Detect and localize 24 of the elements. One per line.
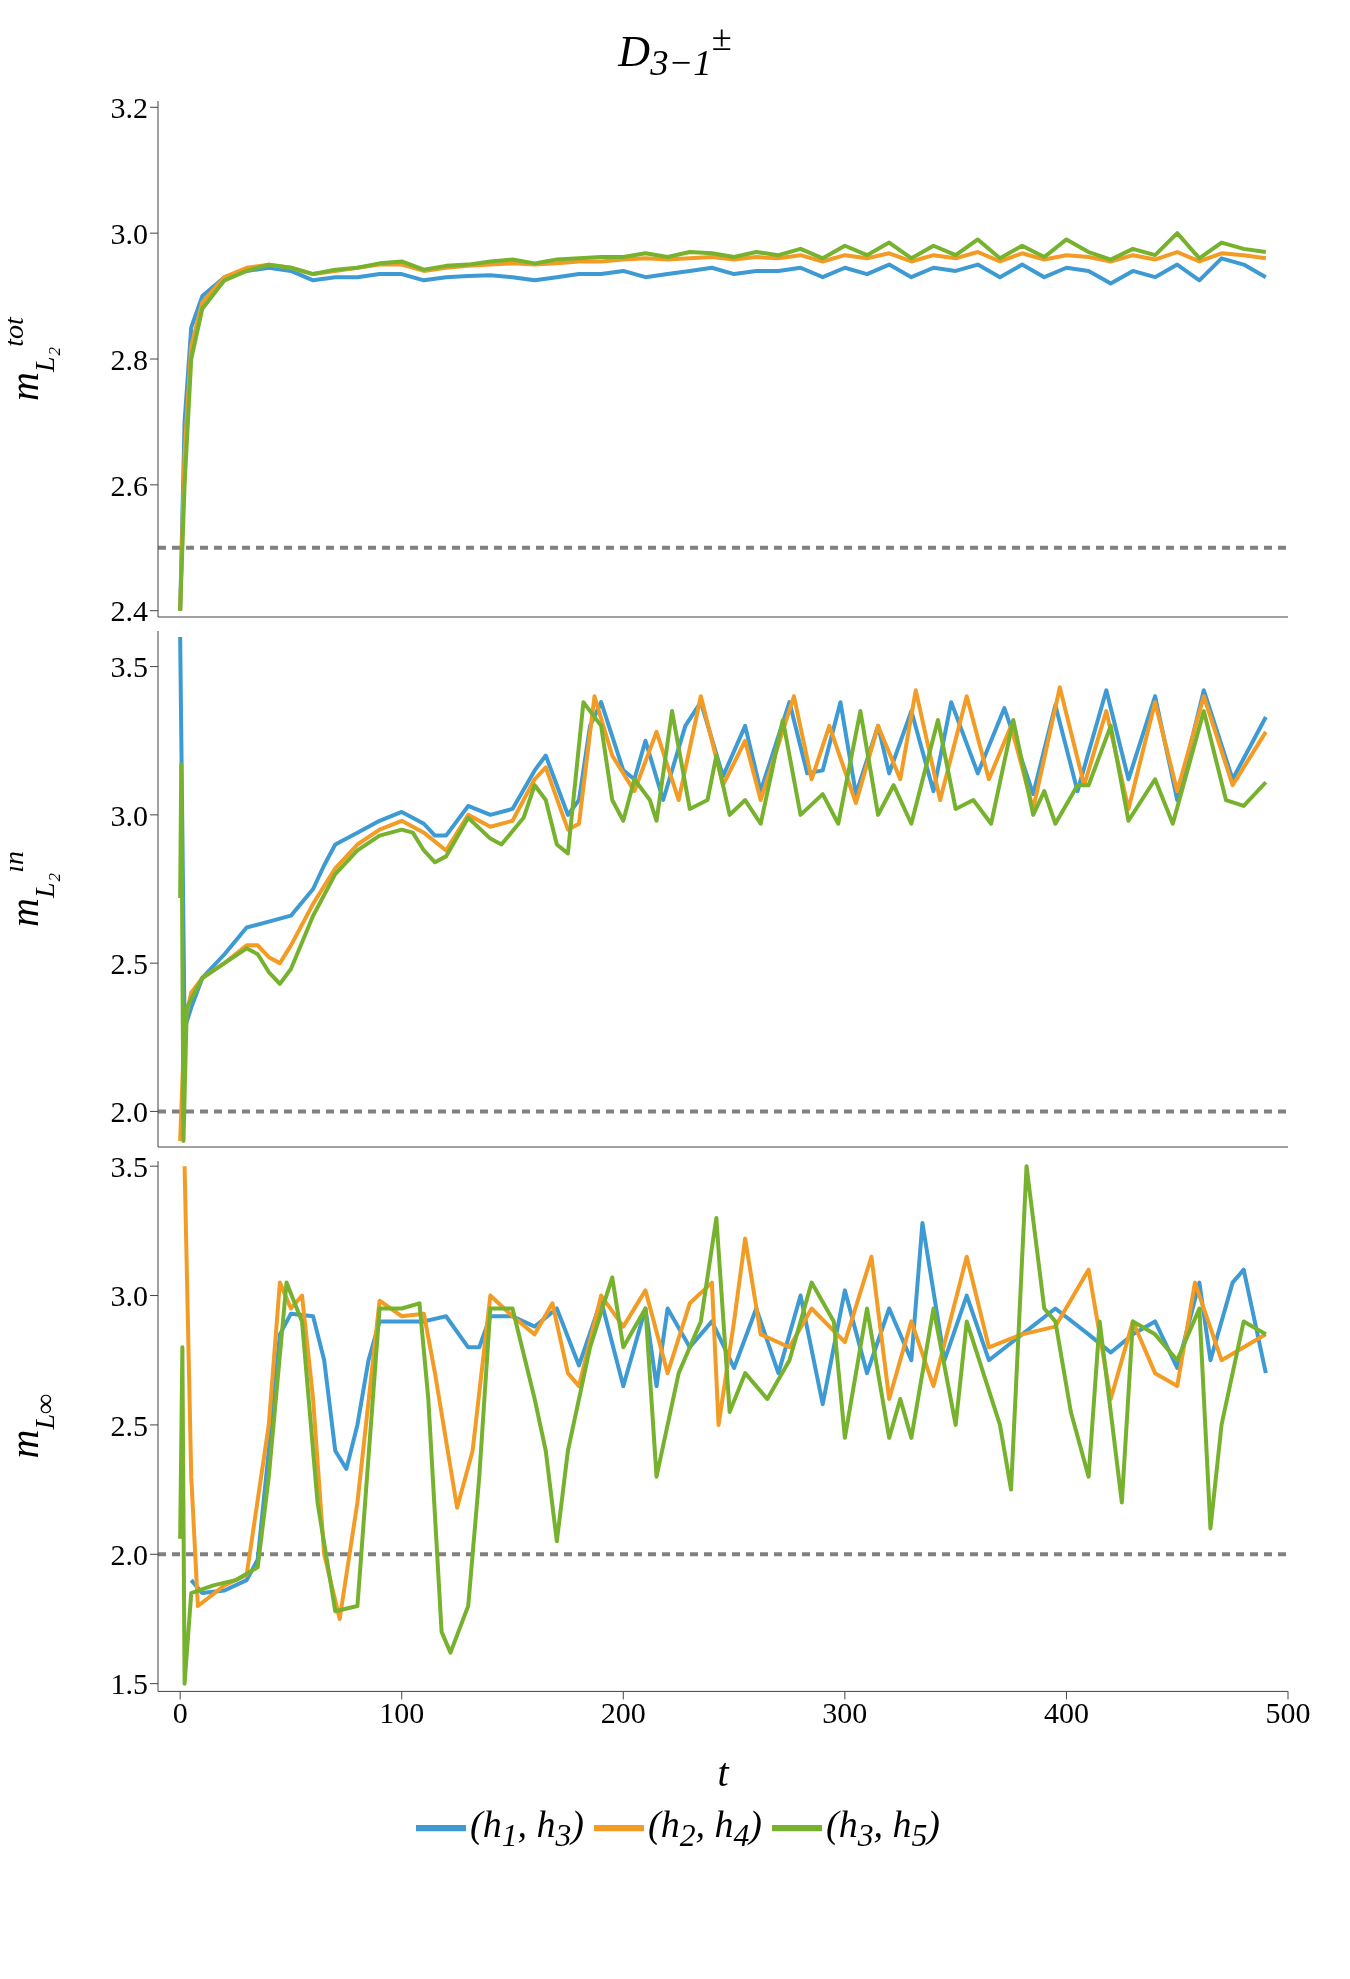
y-tick-label: 3.5 — [110, 650, 148, 684]
y-tick-label: 3.5 — [110, 1150, 148, 1184]
y-tick-label: 2.4 — [110, 594, 148, 628]
legend-label: (h$_{3}$, h$_{5}$) — [825, 1802, 940, 1853]
x-tick-label: 500 — [1265, 1696, 1311, 1730]
legend-label: (h$_{2}$, h$_{4}$) — [648, 1802, 762, 1853]
y-tick-label: 2.8 — [110, 343, 148, 377]
y-tick-label: 3.0 — [110, 1279, 148, 1313]
x-tick-label: 300 — [822, 1696, 868, 1730]
x-tick-label: 100 — [379, 1696, 425, 1730]
y-tick-label: 3.2 — [110, 91, 148, 125]
x-tick-label: 400 — [1043, 1696, 1089, 1730]
y-tick-label: 3.0 — [110, 798, 148, 832]
y-tick-label: 2.6 — [110, 468, 148, 502]
y-tick-label: 1.5 — [110, 1667, 148, 1701]
y-tick-label: 2.5 — [110, 1409, 148, 1443]
legend-label: (h$_{1}$, h$_{3}$) — [470, 1802, 585, 1853]
y-tick-label: 2.5 — [110, 947, 148, 981]
x-tick-label: 200 — [600, 1696, 646, 1730]
y-tick-label: 2.0 — [110, 1095, 148, 1129]
x-tick-label: 0 — [172, 1696, 188, 1730]
x-axis-title: t — [717, 1750, 730, 1796]
y-tick-label: 2.0 — [110, 1538, 148, 1572]
y-tick-label: 3.0 — [110, 217, 148, 251]
